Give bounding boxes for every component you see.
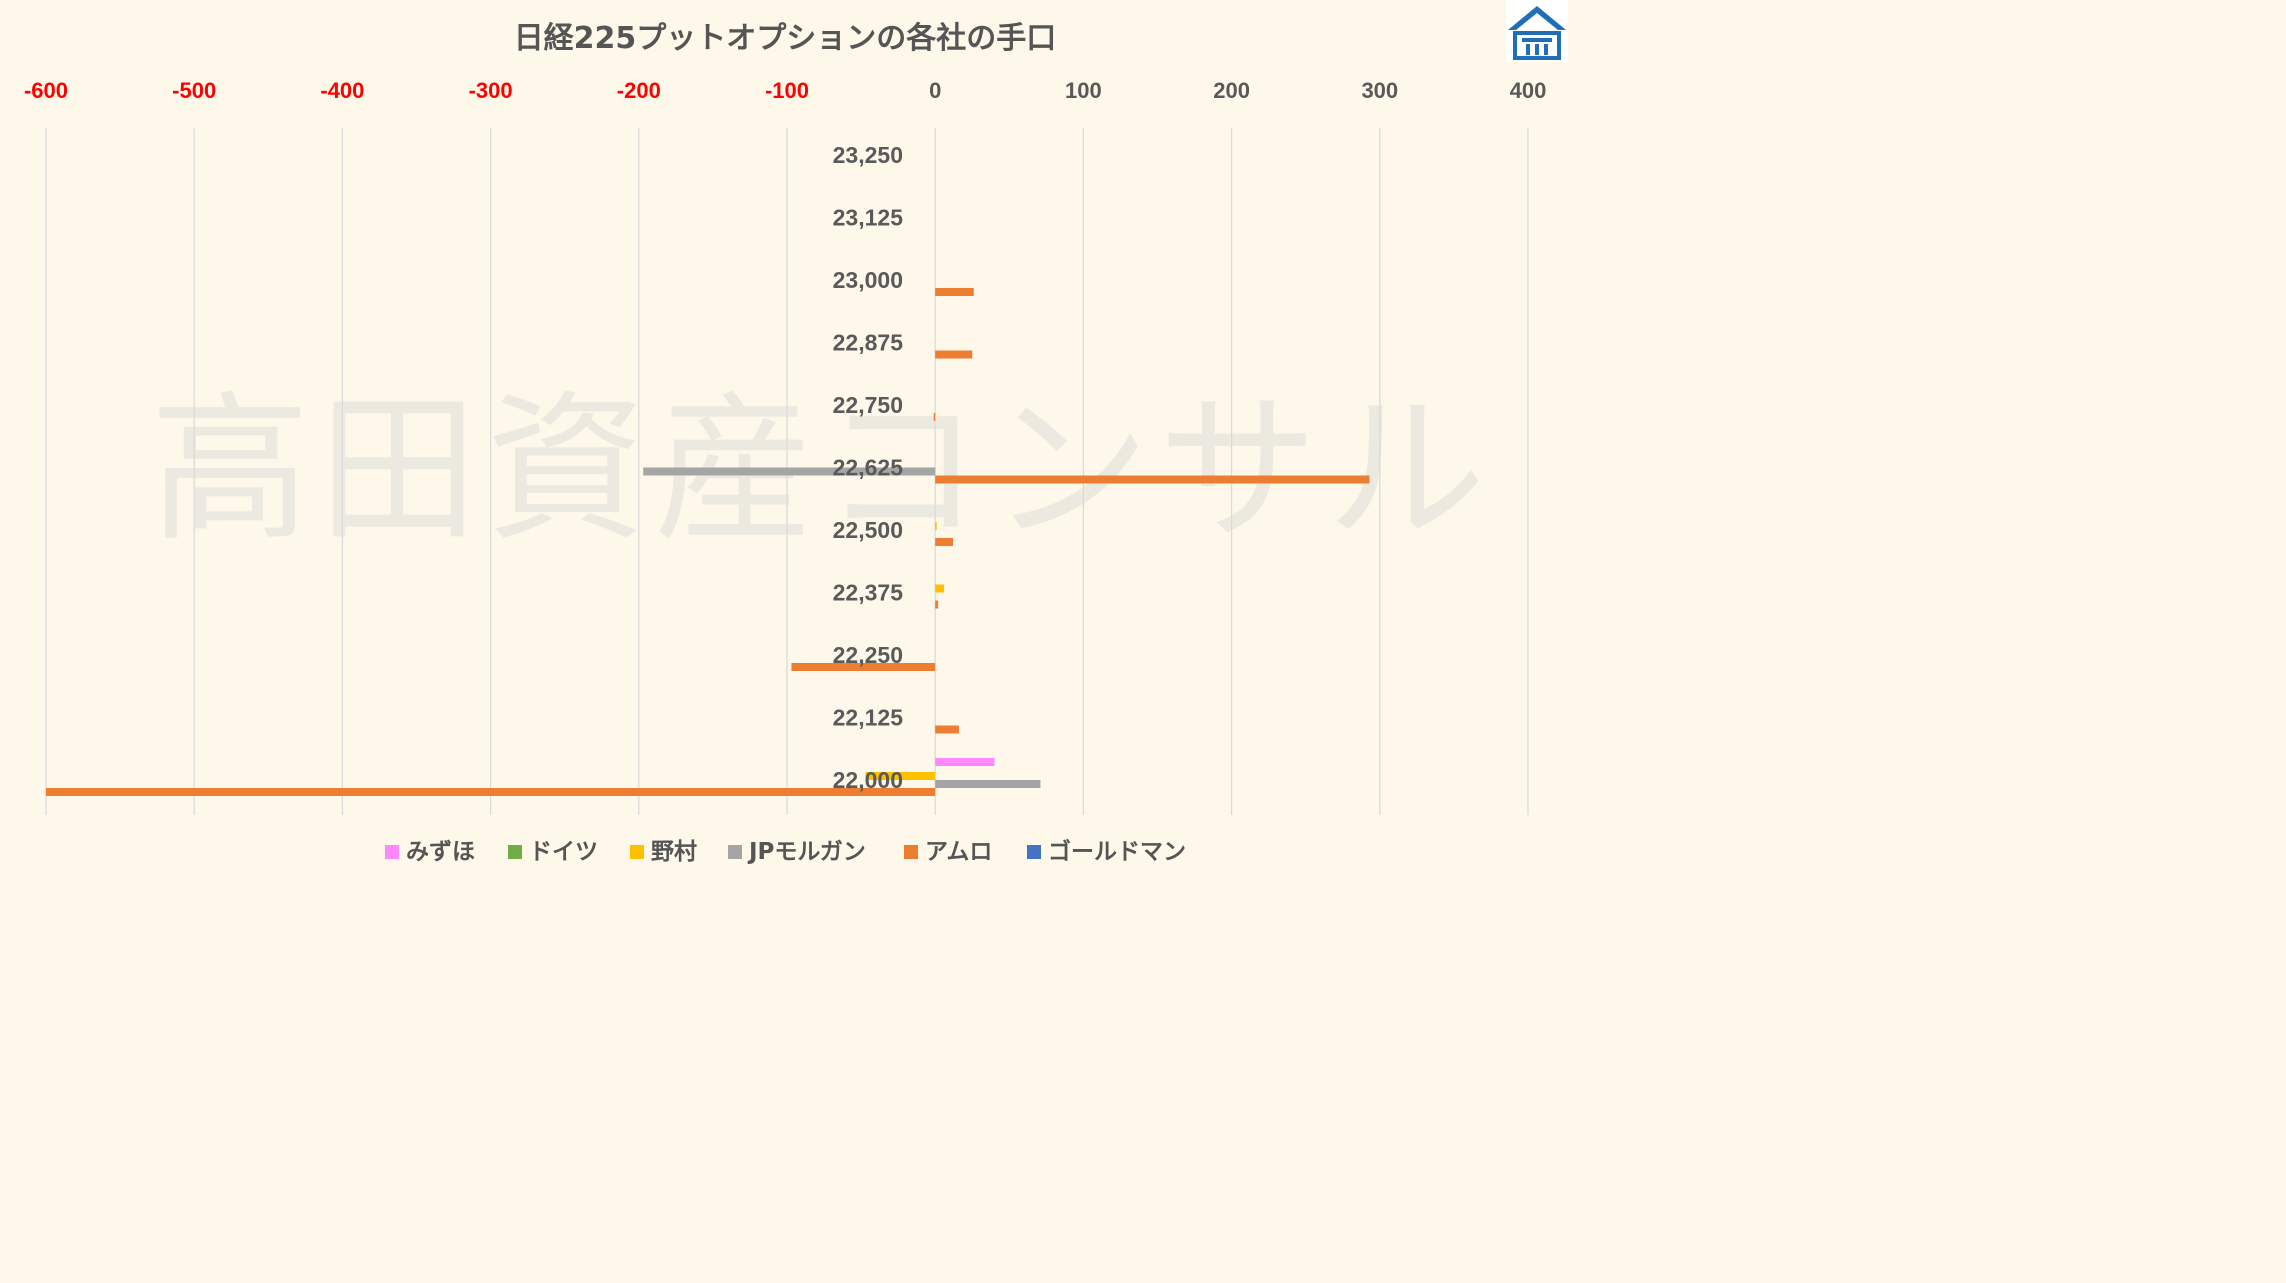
legend-swatch [1027, 845, 1041, 859]
category-label: 22,250 [833, 642, 903, 668]
bar [935, 600, 939, 609]
bar [935, 538, 953, 546]
legend-label: JPモルガン [747, 839, 866, 865]
x-tick-label: 100 [1065, 78, 1102, 103]
x-tick-label: -500 [172, 78, 216, 103]
chart: 高田資産コンサル 日経225プットオプションの各社の手口 -600 -500 -40… [24, 0, 1568, 865]
x-tick-label: -600 [24, 78, 68, 103]
legend-label: みずほ [406, 839, 475, 865]
category-labels: 23,250 23,125 23,000 22,875 22,750 22,625 22,5… [833, 142, 904, 793]
legend-swatch [728, 845, 742, 859]
legend-label: 野村 [651, 839, 697, 865]
bar [935, 350, 973, 359]
bar [935, 725, 959, 734]
x-axis-ticks: -600 -500 -400 -300 -200 -100 0 100 200 300 400 [24, 78, 1546, 103]
category-label: 22,625 [833, 455, 904, 481]
legend-swatch [508, 845, 522, 859]
category-label: 22,375 [833, 580, 904, 606]
bar [935, 522, 937, 530]
x-tick-label: 300 [1361, 78, 1398, 103]
x-tick-label: -300 [469, 78, 513, 103]
bar [935, 780, 1041, 788]
legend-swatch [385, 845, 399, 859]
category-label: 22,750 [833, 392, 903, 418]
bar [46, 788, 936, 796]
chart-title: 日経225プットオプションの各社の手口 [514, 21, 1057, 56]
legend-swatch [904, 845, 918, 859]
bar [935, 584, 945, 593]
gridlines [45, 128, 1529, 815]
category-label: 23,125 [833, 205, 904, 231]
category-label: 23,000 [833, 267, 903, 293]
category-label: 22,125 [833, 705, 904, 731]
legend-label: ドイツ [529, 839, 598, 865]
legend: みずほ ドイツ 野村 JPモルガン アムロ ゴールドマン [385, 838, 1186, 865]
x-tick-label: -100 [765, 78, 809, 103]
bar [791, 663, 936, 671]
category-label: 23,250 [833, 142, 903, 168]
bar [643, 467, 936, 476]
legend-label: アムロ [925, 839, 992, 865]
x-tick-label: 0 [929, 78, 941, 103]
x-tick-label: 200 [1213, 78, 1250, 103]
x-tick-label: -200 [617, 78, 661, 103]
category-label: 22,875 [833, 330, 904, 356]
legend-label: ゴールドマン [1048, 838, 1186, 865]
x-tick-label: 400 [1510, 78, 1547, 103]
logo [1506, 0, 1568, 62]
category-label: 22,500 [833, 517, 903, 543]
legend-swatch [630, 845, 644, 859]
bar [935, 758, 995, 766]
bar [933, 413, 936, 421]
bar [935, 288, 974, 296]
x-tick-label: -400 [320, 78, 364, 103]
category-label: 22,000 [833, 767, 903, 793]
bar [935, 475, 1370, 484]
bars [46, 288, 1370, 796]
bar [865, 772, 936, 780]
